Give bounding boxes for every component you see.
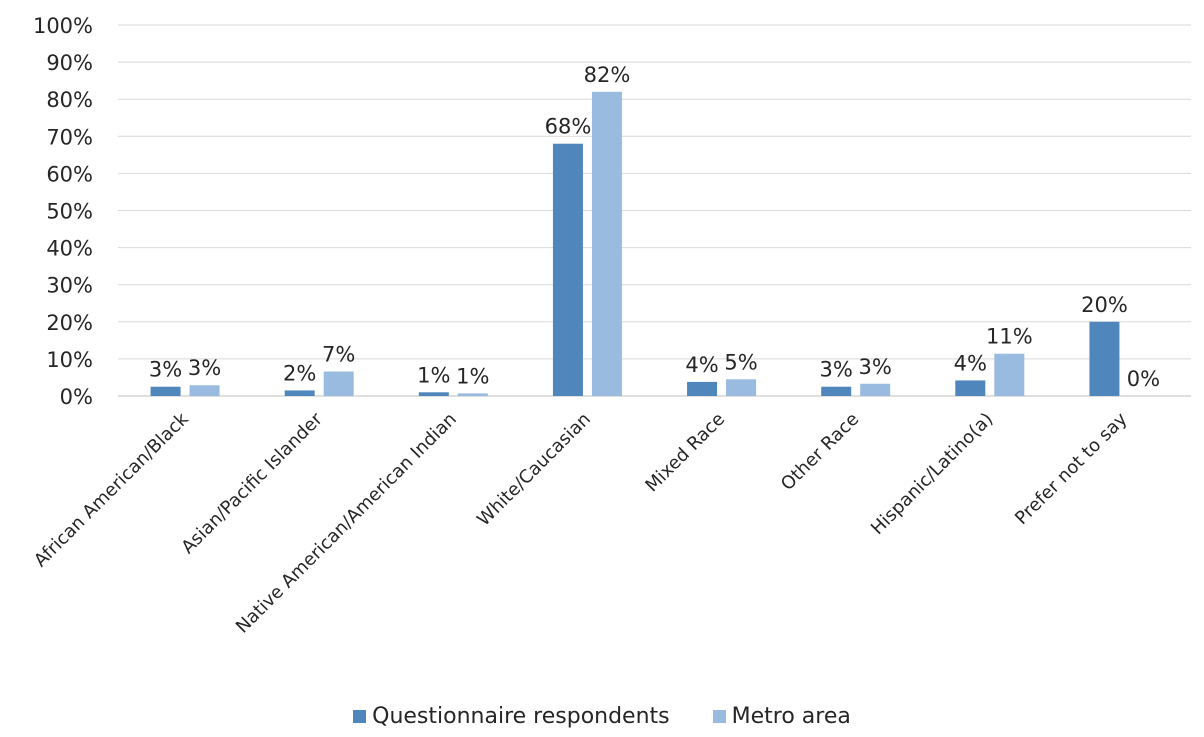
data-label: 1% [417,363,450,387]
data-label: 5% [724,350,757,374]
legend-item-metro: Metro area [712,704,851,729]
data-label: 4% [954,351,987,375]
y-tick-label: 80% [46,88,93,112]
bar-questionnaire [552,143,583,396]
data-label: 1% [456,364,489,388]
bar-questionnaire [284,390,315,396]
bar-questionnaire [150,386,181,396]
bar-questionnaire [687,381,718,396]
data-label: 68% [545,115,592,139]
y-tick-label: 30% [46,274,93,298]
legend-swatch-metro [712,710,726,723]
legend-label-questionnaire: Questionnaire respondents [372,704,670,729]
data-label: 11% [986,325,1033,349]
legend: Questionnaire respondents Metro area [0,704,1204,729]
bar-metro [323,371,354,396]
bar-chart: 0% 10% 20% 30% 40% 50% 60% 70% 80% 90% 100% 3% 2% 1% 6… [30,14,1191,638]
data-label: 2% [283,361,316,385]
bar-metro [189,385,220,396]
y-tick-label: 40% [46,237,93,261]
data-label: 20% [1081,293,1128,317]
y-tick-label: 70% [46,125,93,149]
y-tick-label: 50% [46,200,93,224]
category-label: African American/Black [30,408,193,571]
bar-metro [726,379,757,396]
data-label: 3% [859,355,892,379]
bar-metro [860,383,891,396]
data-label: 3% [820,358,853,382]
category-label: Prefer not to say [1011,408,1132,529]
category-label: Hispanic/Latino(a) [867,409,997,539]
data-label: 82% [584,63,631,87]
data-label: 0% [1127,367,1160,391]
y-tick-label: 10% [46,348,93,372]
category-label: Native American/American Indian [232,409,461,638]
category-label: Asian/Pacific Islander [177,408,327,558]
bar-questionnaire [955,380,986,396]
y-tick-label: 90% [46,51,93,75]
category-label: White/Caucasian [473,409,595,531]
bar-questionnaire [418,392,449,396]
y-tick-label: 60% [46,162,93,186]
data-label: 3% [188,356,221,380]
legend-swatch-questionnaire [353,710,367,723]
y-tick-label: 20% [46,311,93,335]
bar-metro [994,353,1025,396]
data-label: 7% [322,343,355,367]
bar-questionnaire [1089,321,1120,396]
category-label: Mixed Race [641,409,729,497]
category-label: Other Race [777,409,863,495]
data-label: 4% [685,353,718,377]
bar-questionnaire [821,386,852,396]
bar-metro [457,393,488,396]
data-label: 3% [149,358,182,382]
bar-metro [591,91,622,396]
y-tick-label: 100% [33,14,93,38]
y-tick-label: 0% [60,385,93,409]
legend-item-questionnaire: Questionnaire respondents [353,704,670,729]
legend-label-metro: Metro area [731,704,851,729]
